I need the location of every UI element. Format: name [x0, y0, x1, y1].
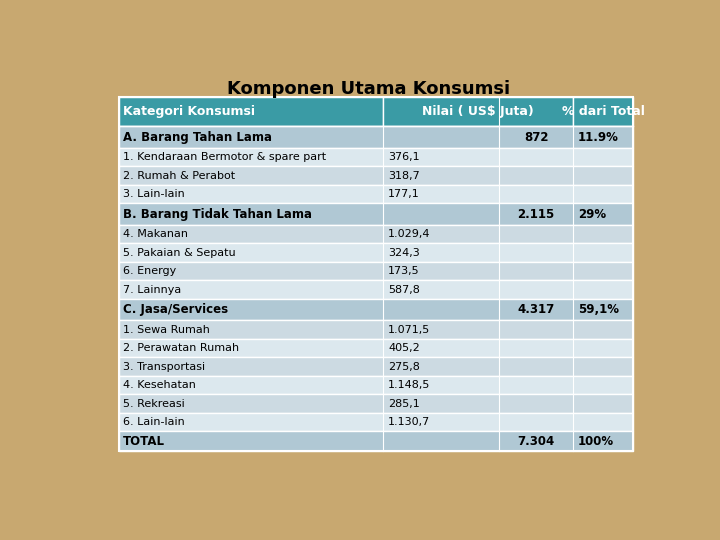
Bar: [119, 166, 632, 185]
Text: 376,1: 376,1: [388, 152, 420, 162]
Text: 1.071,5: 1.071,5: [388, 325, 430, 335]
Bar: [119, 97, 632, 451]
Text: 318,7: 318,7: [388, 171, 420, 181]
Text: C. Jasa/Services: C. Jasa/Services: [123, 303, 228, 316]
Text: 4.317: 4.317: [518, 303, 555, 316]
Text: 29%: 29%: [578, 208, 606, 221]
Bar: [119, 394, 632, 413]
Text: 872: 872: [524, 131, 549, 144]
Text: 1. Sewa Rumah: 1. Sewa Rumah: [123, 325, 210, 335]
Text: 1. Kendaraan Bermotor & spare part: 1. Kendaraan Bermotor & spare part: [123, 152, 326, 162]
Bar: [119, 357, 632, 376]
Text: 587,8: 587,8: [388, 285, 420, 295]
Bar: [119, 320, 632, 339]
Text: Kategori Konsumsi: Kategori Konsumsi: [123, 105, 256, 118]
Bar: [119, 126, 632, 148]
Text: 1.130,7: 1.130,7: [388, 417, 430, 427]
Bar: [383, 97, 573, 126]
Text: 7.304: 7.304: [518, 435, 555, 448]
Text: 5. Rekreasi: 5. Rekreasi: [123, 399, 185, 409]
Text: 3. Transportasi: 3. Transportasi: [123, 362, 205, 372]
Bar: [119, 413, 632, 431]
Text: % dari Total: % dari Total: [562, 105, 644, 118]
Bar: [119, 185, 632, 204]
Text: 59,1%: 59,1%: [578, 303, 619, 316]
Bar: [119, 225, 632, 244]
Text: B. Barang Tidak Tahan Lama: B. Barang Tidak Tahan Lama: [123, 208, 312, 221]
Text: 2. Rumah & Perabot: 2. Rumah & Perabot: [123, 171, 235, 181]
Text: TOTAL: TOTAL: [123, 435, 166, 448]
Text: Komponen Utama Konsumsi: Komponen Utama Konsumsi: [228, 80, 510, 98]
Text: 6. Energy: 6. Energy: [123, 266, 176, 276]
Bar: [573, 97, 632, 126]
Bar: [119, 339, 632, 357]
Text: A. Barang Tahan Lama: A. Barang Tahan Lama: [123, 131, 272, 144]
Text: 177,1: 177,1: [388, 189, 420, 199]
Text: 4. Makanan: 4. Makanan: [123, 229, 189, 239]
Text: 3. Lain-lain: 3. Lain-lain: [123, 189, 185, 199]
Text: 2. Perawatan Rumah: 2. Perawatan Rumah: [123, 343, 240, 353]
Text: 275,8: 275,8: [388, 362, 420, 372]
Text: 173,5: 173,5: [388, 266, 420, 276]
Bar: [119, 280, 632, 299]
Bar: [119, 299, 632, 320]
Text: 2.115: 2.115: [518, 208, 555, 221]
Bar: [119, 204, 632, 225]
Text: 1.148,5: 1.148,5: [388, 380, 431, 390]
Text: 1.029,4: 1.029,4: [388, 229, 431, 239]
Text: 6. Lain-lain: 6. Lain-lain: [123, 417, 185, 427]
Text: 405,2: 405,2: [388, 343, 420, 353]
Text: 100%: 100%: [578, 435, 614, 448]
Text: 5. Pakaian & Sepatu: 5. Pakaian & Sepatu: [123, 248, 236, 258]
Bar: [119, 148, 632, 166]
Text: Nilai ( US$ Juta): Nilai ( US$ Juta): [423, 105, 534, 118]
Bar: [119, 376, 632, 394]
Text: 285,1: 285,1: [388, 399, 420, 409]
Bar: [119, 262, 632, 280]
Bar: [119, 97, 383, 126]
Text: 4. Kesehatan: 4. Kesehatan: [123, 380, 196, 390]
Bar: [119, 244, 632, 262]
Text: 11.9%: 11.9%: [578, 131, 619, 144]
Text: 7. Lainnya: 7. Lainnya: [123, 285, 181, 295]
Bar: [119, 431, 632, 451]
Text: 324,3: 324,3: [388, 248, 420, 258]
